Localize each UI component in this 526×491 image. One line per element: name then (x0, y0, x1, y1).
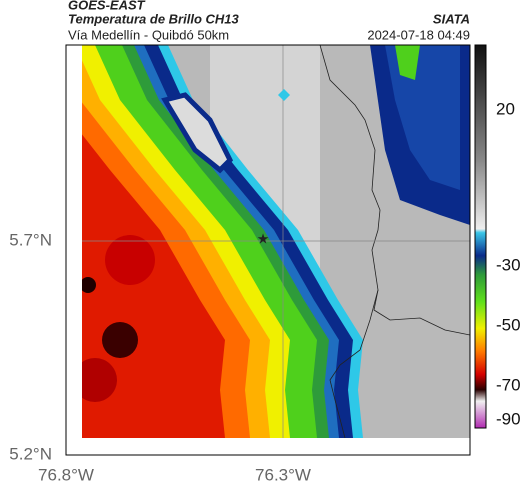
header-title: GOES-EAST (68, 0, 146, 12)
city-marker: ★ (257, 231, 270, 247)
borders (319, 45, 470, 438)
header-source: SIATA (433, 11, 470, 26)
lon-tick-label: 76.3°W (255, 465, 311, 484)
header-timestamp: 2024-07-18 04:49 (367, 27, 470, 42)
cold-core (82, 358, 117, 402)
colorbar-tick-label: -70 (496, 375, 521, 394)
lat-tick-label: 5.7°N (9, 230, 52, 249)
green-patch (395, 45, 420, 80)
colorbar (474, 44, 487, 429)
cold-core (105, 235, 155, 285)
header-subtitle: Temperatura de Brillo CH13 (68, 11, 240, 26)
cold-core (102, 322, 138, 358)
border-line (329, 289, 379, 438)
colorbar-tick-label: -30 (496, 255, 521, 274)
cold-core (82, 277, 96, 293)
colorbar-tick-label: 20 (496, 99, 515, 118)
colorbar-tick-label: -50 (496, 315, 521, 334)
lon-tick-label: 76.8°W (38, 465, 94, 484)
border-line (319, 45, 470, 336)
lat-tick-label: 5.2°N (9, 444, 52, 463)
colorbar-tick-label: -90 (496, 409, 521, 428)
map-frame (65, 44, 471, 456)
clear-patch (161, 92, 234, 174)
cold-cloud-ne-core (385, 45, 460, 190)
header-location: Vía Medellín - Quibdó 50km (68, 27, 229, 42)
cyan-spot (278, 89, 290, 101)
